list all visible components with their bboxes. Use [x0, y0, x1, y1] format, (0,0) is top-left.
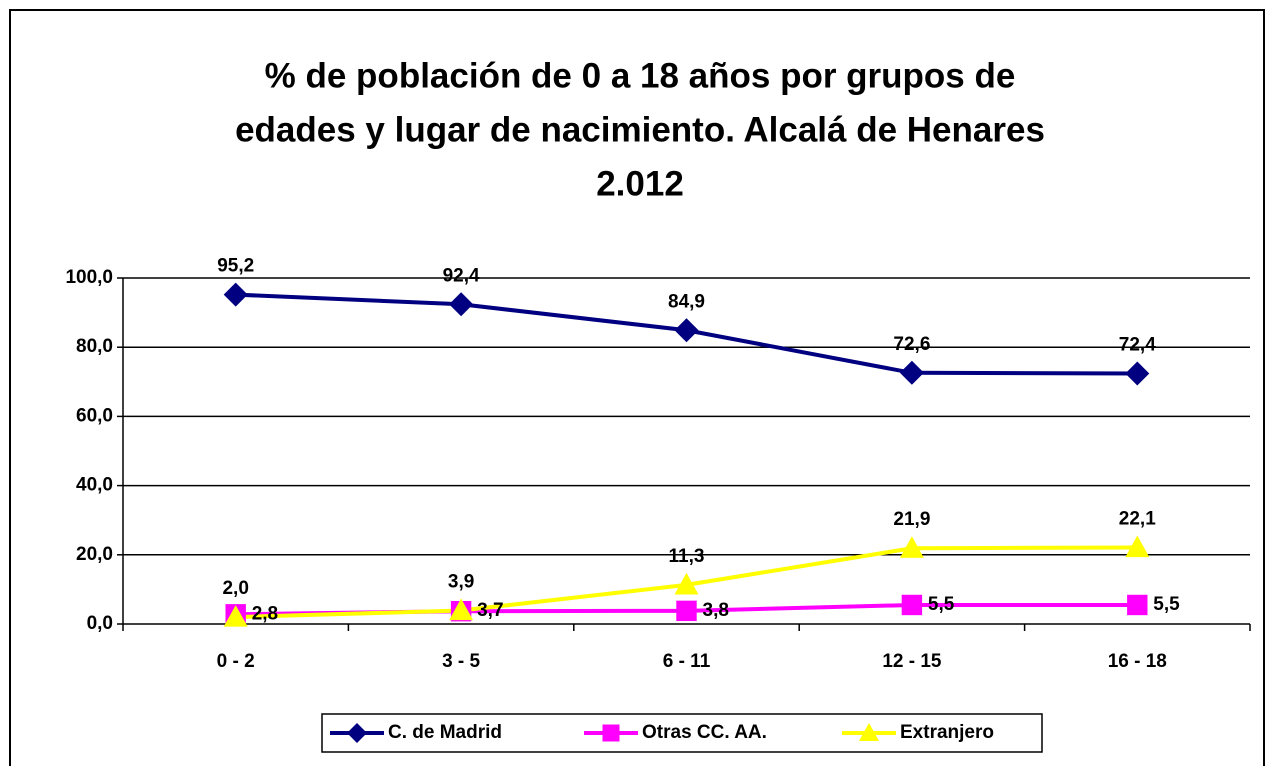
- marker: [1125, 361, 1150, 386]
- marker: [449, 598, 474, 621]
- legend-label: Extranjero: [900, 722, 994, 743]
- legend-label: Otras CC. AA.: [642, 722, 767, 743]
- data-label: 21,9: [893, 509, 930, 530]
- marker: [1127, 594, 1148, 616]
- data-label: 22,1: [1119, 509, 1156, 530]
- y-tick-label: 0,0: [87, 613, 113, 634]
- marker: [1125, 535, 1150, 558]
- data-label: 11,3: [669, 546, 705, 567]
- marker: [674, 318, 699, 343]
- marker: [674, 572, 699, 595]
- legend-box: [321, 713, 1043, 753]
- chart-title: % de población de 0 a 18 años por grupos…: [265, 56, 1016, 95]
- legend-label: C. de Madrid: [388, 722, 502, 743]
- data-label: 5,5: [928, 594, 955, 615]
- chart-title: edades y lugar de nacimiento. Alcalá de …: [235, 110, 1045, 149]
- x-tick-label: 6 - 11: [663, 651, 711, 672]
- marker: [901, 594, 923, 616]
- marker: [899, 360, 924, 385]
- marker: [602, 724, 620, 742]
- marker: [223, 605, 248, 627]
- x-tick-label: 16 - 18: [1108, 651, 1167, 672]
- data-label: 3,7: [477, 600, 503, 621]
- data-label: 2,8: [252, 603, 278, 624]
- marker: [899, 536, 924, 558]
- y-tick-label: 80,0: [76, 336, 113, 357]
- data-label: 95,2: [217, 256, 254, 277]
- data-label: 3,8: [703, 600, 729, 621]
- chart-title: 2.012: [596, 164, 684, 203]
- y-tick-label: 100,0: [65, 267, 113, 288]
- marker: [223, 282, 248, 307]
- data-label: 3,9: [448, 572, 474, 593]
- marker: [449, 292, 474, 317]
- x-tick-label: 3 - 5: [442, 651, 480, 672]
- y-tick-label: 20,0: [76, 544, 113, 565]
- y-tick-label: 60,0: [76, 405, 113, 426]
- data-label: 84,9: [668, 291, 705, 312]
- data-label: 92,4: [443, 265, 480, 286]
- data-label: 5,5: [1153, 594, 1180, 615]
- marker: [347, 723, 367, 743]
- marker: [676, 600, 697, 622]
- data-label: 72,4: [1119, 335, 1156, 356]
- x-tick-label: 0 - 2: [217, 651, 255, 672]
- y-tick-label: 40,0: [76, 475, 113, 496]
- chart-frame: [9, 9, 1265, 766]
- marker: [859, 723, 879, 741]
- data-label: 72,6: [893, 334, 930, 355]
- x-tick-label: 12 - 15: [882, 651, 942, 672]
- data-label: 2,0: [222, 578, 248, 599]
